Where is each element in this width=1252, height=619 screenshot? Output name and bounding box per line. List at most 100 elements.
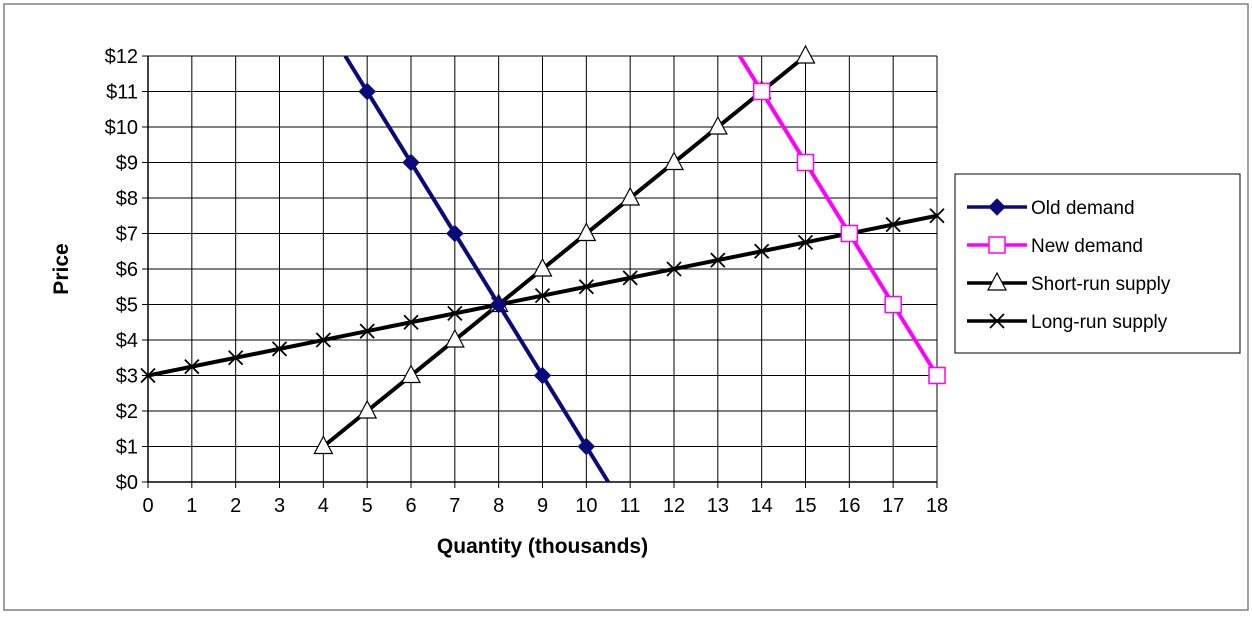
data-point-long-run-supply	[534, 287, 551, 304]
data-point-long-run-supply	[315, 332, 331, 348]
series-layer	[140, 44, 946, 482]
data-point-short-run-supply	[795, 44, 816, 64]
x-tick-label: 9	[537, 495, 548, 517]
legend-entry-new-demand: New demand	[967, 236, 1143, 257]
data-point-old-demand	[402, 153, 420, 172]
legend-swatch-marker	[988, 198, 1006, 216]
x-tick-label: 14	[751, 495, 773, 517]
data-point-long-run-supply	[710, 252, 726, 268]
legend-swatch-marker	[988, 236, 1006, 254]
x-tick-label: 8	[493, 495, 504, 517]
data-point-long-run-supply	[271, 341, 288, 357]
series-line-old-demand	[343, 56, 610, 482]
x-stroke	[885, 216, 901, 233]
x-tick-label: 6	[405, 495, 416, 517]
x-tick-label: 10	[575, 495, 597, 517]
x-stroke	[184, 358, 200, 375]
data-point-new-demand	[928, 366, 946, 385]
data-point-long-run-supply	[797, 234, 814, 251]
x-stroke	[710, 252, 726, 268]
x-stroke	[797, 234, 814, 251]
series-line-new-demand	[738, 56, 937, 377]
data-point-old-demand	[446, 224, 464, 243]
y-tick-label: $1	[116, 437, 138, 459]
data-point-short-run-supply	[444, 328, 465, 348]
y-tick-label: $9	[116, 153, 138, 175]
x-stroke	[140, 367, 156, 384]
y-tick-label: $2	[116, 401, 138, 423]
legend-label: Short-run supply	[1031, 274, 1171, 295]
data-point-long-run-supply	[140, 367, 156, 384]
x-stroke	[622, 270, 638, 286]
x-tick-label: 18	[926, 495, 948, 517]
x-tick-label: 16	[838, 495, 860, 517]
data-point-long-run-supply	[228, 350, 244, 366]
y-tick-label: $5	[116, 295, 138, 317]
x-tick-label: 12	[663, 495, 685, 517]
x-stroke	[359, 323, 375, 339]
data-point-long-run-supply	[885, 216, 901, 233]
x-stroke	[578, 279, 594, 295]
x-stroke	[929, 208, 945, 224]
data-point-long-run-supply	[578, 279, 594, 295]
y-tick-label: $6	[116, 259, 138, 281]
data-point-short-run-supply	[532, 257, 553, 277]
data-point-new-demand	[884, 295, 902, 314]
data-point-new-demand	[796, 153, 815, 172]
y-tick-label: $4	[116, 330, 138, 352]
legend-label: Old demand	[1031, 198, 1135, 219]
x-stroke	[315, 332, 331, 348]
data-point-long-run-supply	[666, 261, 682, 277]
x-tick-label: 17	[882, 495, 904, 517]
x-stroke	[534, 287, 551, 304]
legend-swatch-marker	[987, 271, 1007, 291]
data-point-old-demand	[577, 437, 596, 456]
x-tick-label: 2	[230, 495, 241, 517]
x-stroke	[403, 314, 419, 330]
legend-swatch-marker	[989, 313, 1005, 329]
axes: 0 1 2 3 4 5 6 7 8 9 10 11 12 13 14 15 16 17 18$0$1$2$3$4$5…	[105, 46, 949, 517]
x-tick-label: 4	[318, 495, 329, 517]
data-point-long-run-supply	[184, 358, 200, 375]
data-point-short-run-supply	[357, 399, 378, 419]
y-tick-label: $0	[116, 472, 138, 494]
data-point-short-run-supply	[401, 364, 421, 384]
series-long-run-supply	[140, 208, 945, 384]
x-stroke	[228, 350, 244, 366]
x-tick-label: 11	[620, 495, 641, 517]
data-point-old-demand	[358, 82, 376, 101]
legend-entry-long-run-supply: Long-run supply	[967, 312, 1168, 333]
y-tick-label: $11	[106, 82, 138, 104]
series-new-demand	[738, 56, 946, 385]
data-point-new-demand	[752, 82, 771, 101]
series-old-demand	[343, 56, 610, 482]
data-point-new-demand	[840, 224, 859, 243]
legend-label: Long-run supply	[1031, 312, 1168, 333]
y-tick-label: $8	[116, 188, 138, 210]
data-point-short-run-supply	[576, 222, 597, 242]
data-point-long-run-supply	[754, 243, 770, 259]
data-point-long-run-supply	[929, 208, 945, 224]
x-stroke	[754, 243, 770, 259]
legend: Old demand New demand Short-run supply Long…	[954, 173, 1241, 354]
legend-label: New demand	[1031, 236, 1143, 257]
x-axis-title: Quantity (thousands)	[437, 535, 648, 558]
data-point-short-run-supply	[664, 151, 684, 171]
data-point-short-run-supply	[313, 435, 334, 455]
data-point-long-run-supply	[622, 270, 638, 286]
x-tick-label: 3	[274, 495, 285, 517]
y-axis-title: Price	[50, 243, 73, 294]
legend-entry-old-demand: Old demand	[967, 198, 1135, 219]
data-point-old-demand	[489, 295, 508, 314]
x-tick-label: 5	[362, 495, 373, 517]
y-tick-label: $12	[105, 46, 138, 68]
grid-lines	[147, 55, 938, 483]
x-tick-label: 15	[794, 495, 816, 517]
x-tick-label: 13	[707, 495, 729, 517]
y-tick-label: $10	[105, 117, 138, 139]
x-stroke	[271, 341, 288, 357]
data-point-long-run-supply	[359, 323, 375, 339]
data-point-long-run-supply	[447, 305, 463, 322]
x-tick-label: 7	[449, 495, 460, 517]
